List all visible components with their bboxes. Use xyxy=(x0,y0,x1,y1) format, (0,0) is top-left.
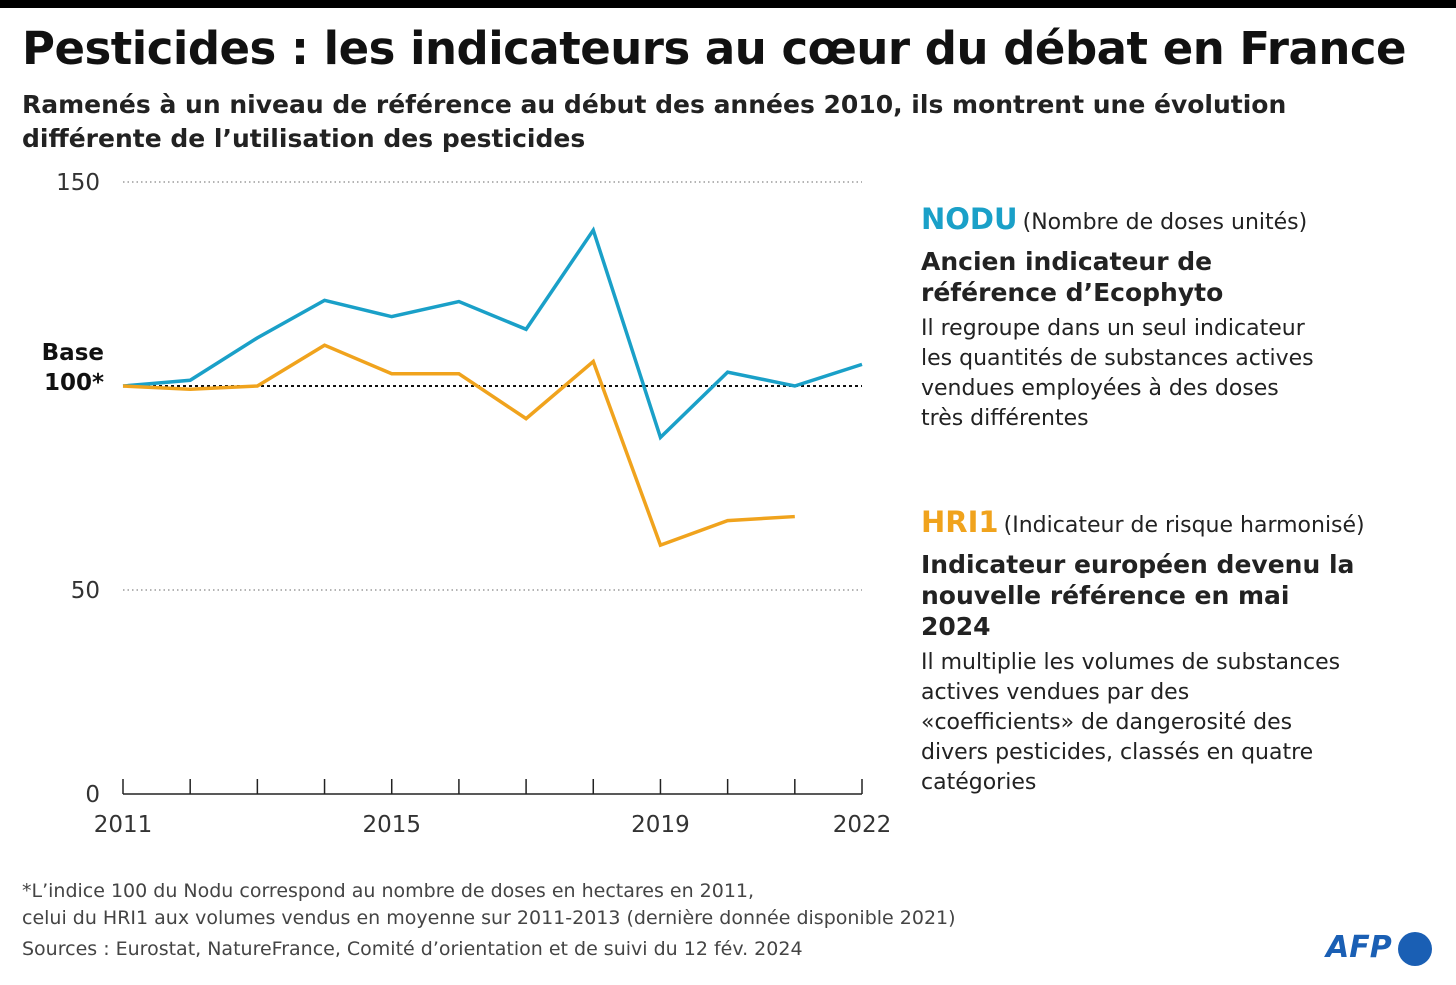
sources: Sources : Eurostat, NatureFrance, Comité… xyxy=(22,938,803,960)
nodu-name: NODU xyxy=(921,202,1018,236)
x-tick-label: 2022 xyxy=(833,812,892,838)
nodu-desc: Il regroupe dans un seul indicateur les … xyxy=(921,316,1314,431)
afp-logo-dot xyxy=(1398,932,1432,966)
x-tick-label: 2019 xyxy=(631,812,690,838)
series-line-hri1 xyxy=(122,343,795,548)
hri1-name: HRI1 xyxy=(921,505,999,539)
top-bar xyxy=(0,0,1456,8)
y-tick-label: 150 xyxy=(56,170,100,196)
base-label-1: Base xyxy=(42,340,104,366)
legend-nodu: NODU (Nombre de doses unités) Ancien ind… xyxy=(921,202,1441,434)
legend-hri1: HRI1 (Indicateur de risque harmonisé) In… xyxy=(921,505,1441,798)
hri1-full: (Indicateur de risque harmonisé) xyxy=(1003,513,1365,538)
line-chart: 150 50 0 2011 2015 2019 2022 Base 100* xyxy=(42,170,892,838)
footnote-2: celui du HRI1 aux volumes vendus en moye… xyxy=(22,907,956,929)
base-label-2: 100* xyxy=(44,370,104,396)
subtitle: Ramenés à un niveau de référence au débu… xyxy=(22,90,1287,153)
page-title: Pesticides : les indicateurs au cœur du … xyxy=(22,22,1407,75)
hri1-heading: Indicateur européen devenu la nouvelle r… xyxy=(921,550,1355,641)
x-tick-label: 2011 xyxy=(94,812,153,838)
y-tick-label: 0 xyxy=(85,782,100,808)
afp-logo: AFP xyxy=(1326,930,1392,965)
x-tick-label: 2015 xyxy=(362,812,421,838)
hri1-desc: Il multiplie les volumes de substances a… xyxy=(921,650,1341,795)
footnote-1: *L’indice 100 du Nodu correspond au nomb… xyxy=(22,880,755,902)
nodu-heading: Ancien indicateur de référence d’Ecophyt… xyxy=(921,247,1224,307)
y-tick-label: 50 xyxy=(71,578,100,604)
nodu-full: (Nombre de doses unités) xyxy=(1022,210,1308,235)
series-line-nodu xyxy=(122,226,863,441)
